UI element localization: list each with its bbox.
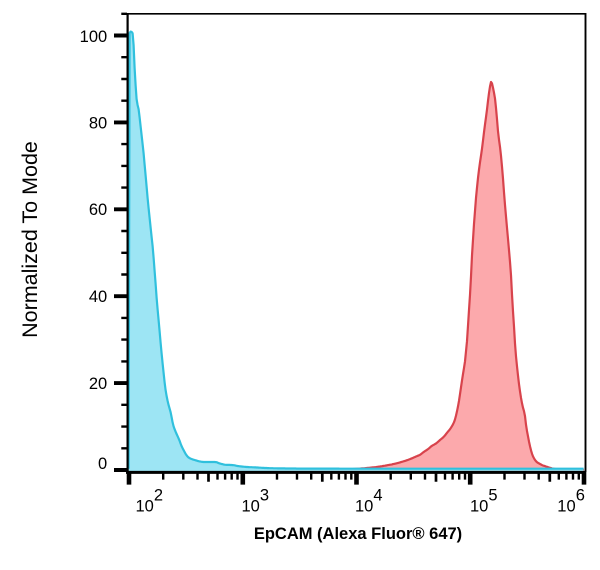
svg-text:80: 80 (89, 114, 107, 132)
svg-text:3: 3 (260, 487, 269, 505)
svg-text:60: 60 (89, 201, 107, 219)
svg-text:10: 10 (470, 498, 488, 516)
svg-text:0: 0 (98, 455, 107, 473)
svg-text:10: 10 (242, 498, 260, 516)
svg-text:10: 10 (136, 498, 154, 516)
svg-text:5: 5 (488, 487, 497, 505)
svg-text:Normalized To Mode: Normalized To Mode (18, 141, 42, 338)
svg-text:10: 10 (355, 498, 373, 516)
svg-text:6: 6 (576, 487, 585, 505)
svg-text:4: 4 (373, 487, 382, 505)
svg-text:100: 100 (80, 28, 108, 46)
svg-text:2: 2 (154, 487, 163, 505)
svg-text:40: 40 (89, 288, 107, 306)
svg-text:EpCAM (Alexa Fluor® 647): EpCAM (Alexa Fluor® 647) (254, 525, 462, 543)
svg-text:20: 20 (89, 375, 107, 393)
svg-text:10: 10 (557, 498, 575, 516)
